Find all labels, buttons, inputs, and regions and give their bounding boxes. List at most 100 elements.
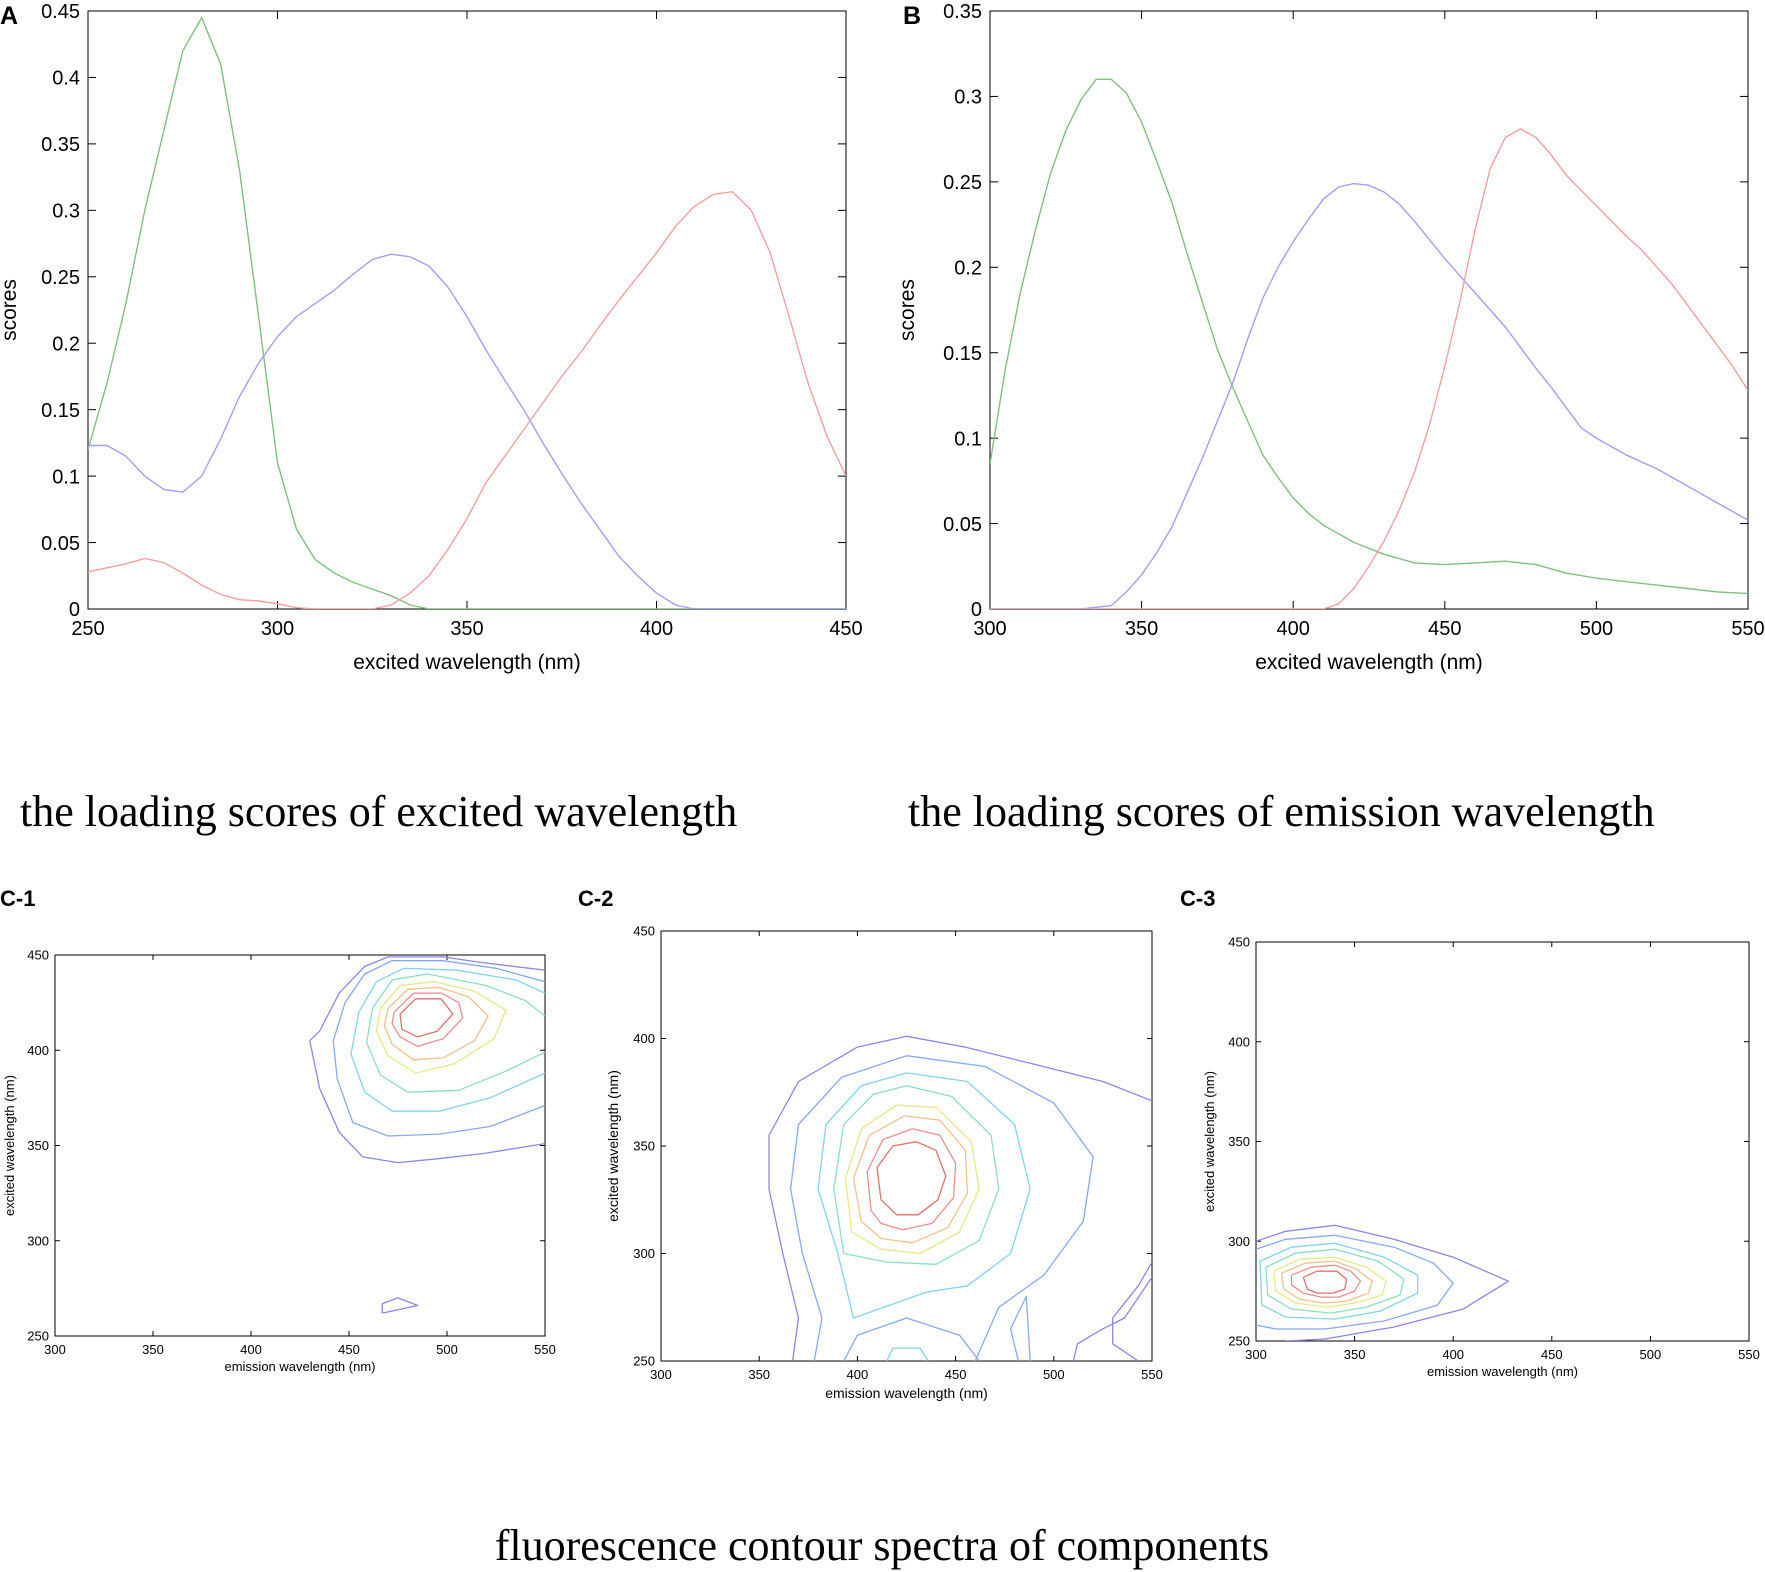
- x-tick-label: 300: [973, 618, 1006, 640]
- panel-label: C-3: [1180, 886, 1215, 911]
- panel-label: C-1: [0, 886, 35, 911]
- series-line-3: [88, 190, 846, 609]
- x-tick-label: 500: [1580, 618, 1613, 640]
- x-axis-label: emission wavelength (nm): [224, 1359, 375, 1374]
- y-tick-label: 250: [633, 1354, 655, 1369]
- y-axis-label: excited wavelength (nm): [1202, 1071, 1217, 1212]
- y-tick-label: 0.3: [52, 201, 80, 223]
- contour-level-3: [350, 1012, 545, 1112]
- y-tick-label: 350: [1228, 1134, 1250, 1149]
- contour-level-1: [309, 1030, 545, 1164]
- y-tick-label: 450: [27, 948, 49, 963]
- x-tick-label: 500: [436, 1342, 458, 1357]
- x-tick-label: 350: [748, 1367, 770, 1382]
- y-tick-label: 0.4: [52, 68, 80, 90]
- contour-level-1: [1256, 1224, 1510, 1341]
- x-axis-label: excited wavelength (nm): [353, 651, 581, 674]
- y-tick-label: 0: [69, 599, 80, 621]
- contour-level-3: [358, 967, 545, 1013]
- y-tick-label: 0.05: [943, 514, 982, 536]
- contour-level-7: [866, 1128, 957, 1231]
- contour-level-2: [789, 1055, 1094, 1361]
- caption-contour: fluorescence contour spectra of componen…: [495, 1521, 1270, 1570]
- plot-area: [1256, 1224, 1510, 1341]
- y-tick-label: 400: [27, 1043, 49, 1058]
- contour-level-5: [1273, 1256, 1387, 1308]
- y-tick-label: 350: [27, 1138, 49, 1153]
- contour-level-4: [1265, 1248, 1405, 1314]
- plot-area: [990, 78, 1748, 609]
- y-tick-label: 0.35: [41, 134, 80, 156]
- y-tick-label: 0.25: [41, 267, 80, 289]
- panel-label: C-2: [578, 886, 613, 911]
- x-tick-label: 450: [1428, 618, 1461, 640]
- y-tick-label: 0.15: [41, 400, 80, 422]
- x-tick-label: 300: [1245, 1347, 1267, 1362]
- contour-level-1: [1112, 1261, 1152, 1361]
- y-tick-label: 0.2: [52, 333, 80, 355]
- plot-frame: [54, 954, 546, 1337]
- x-tick-label: 400: [640, 618, 673, 640]
- contour-level-8: [1302, 1270, 1348, 1294]
- panel-label: B: [903, 2, 921, 30]
- plot-frame: [1255, 941, 1750, 1342]
- y-axis-label: scores: [0, 279, 21, 341]
- x-tick-label: 350: [1344, 1347, 1366, 1362]
- y-tick-label: 450: [1228, 935, 1250, 950]
- contour-level-6: [852, 1115, 969, 1244]
- contour-level-2: [332, 1002, 545, 1137]
- contour-level-1: [768, 1035, 1152, 1361]
- x-tick-label: 350: [1125, 618, 1158, 640]
- y-tick-label: 400: [633, 1031, 655, 1046]
- plot-area: [309, 956, 545, 1314]
- contour-level-8: [399, 998, 454, 1038]
- plot-area: [88, 15, 846, 609]
- x-axis-label: emission wavelength (nm): [1427, 1364, 1578, 1379]
- y-tick-label: 0: [971, 599, 982, 621]
- plot-frame: [989, 10, 1749, 610]
- x-tick-label: 450: [829, 618, 862, 640]
- x-tick-label: 350: [450, 618, 483, 640]
- y-tick-label: 0.1: [954, 428, 982, 450]
- contour-level-5: [844, 1104, 980, 1255]
- y-axis-label: excited wavelength (nm): [2, 1075, 17, 1216]
- y-tick-label: 0.45: [41, 1, 80, 23]
- y-tick-label: 0.3: [954, 87, 982, 109]
- x-axis-label: excited wavelength (nm): [1255, 651, 1483, 674]
- contour-level-4: [365, 1008, 545, 1093]
- y-tick-label: 350: [633, 1139, 655, 1154]
- x-tick-label: 550: [1731, 618, 1764, 640]
- plot-frame: [660, 930, 1153, 1362]
- x-tick-label: 550: [534, 1342, 556, 1357]
- x-tick-label: 400: [1442, 1347, 1464, 1362]
- y-tick-label: 300: [1228, 1234, 1250, 1249]
- contour-level-1: [381, 1297, 419, 1314]
- x-tick-label: 450: [1541, 1347, 1563, 1362]
- chart-a: A 250 300 350 400 450 0 0.05 0.1 0.15 0.2 0.25 0.3 0.…: [0, 1, 863, 674]
- contour-level-4: [371, 973, 545, 1017]
- x-tick-label: 550: [1141, 1367, 1163, 1382]
- contour-level-2: [1256, 1234, 1454, 1330]
- contour-level-1: [319, 956, 545, 1032]
- series-line-2: [990, 182, 1748, 609]
- y-tick-label: 400: [1228, 1034, 1250, 1049]
- y-tick-label: 300: [27, 1233, 49, 1248]
- x-tick-label: 400: [1277, 618, 1310, 640]
- contour-level-7: [391, 992, 464, 1048]
- contour-level-10: [886, 1347, 929, 1361]
- y-tick-label: 0.35: [943, 1, 982, 23]
- contour-level-3: [817, 1072, 1031, 1319]
- panel-label: A: [0, 2, 18, 30]
- x-tick-label: 400: [240, 1342, 262, 1357]
- y-tick-label: 250: [27, 1329, 49, 1344]
- x-tick-label: 300: [261, 618, 294, 640]
- y-tick-label: 0.15: [943, 343, 982, 365]
- x-tick-label: 550: [1738, 1347, 1760, 1362]
- y-tick-label: 0.1: [52, 466, 80, 488]
- contour-level-9: [843, 1317, 980, 1361]
- caption-excitation: the loading scores of excited wavelength: [20, 787, 737, 836]
- x-tick-label: 500: [1043, 1367, 1065, 1382]
